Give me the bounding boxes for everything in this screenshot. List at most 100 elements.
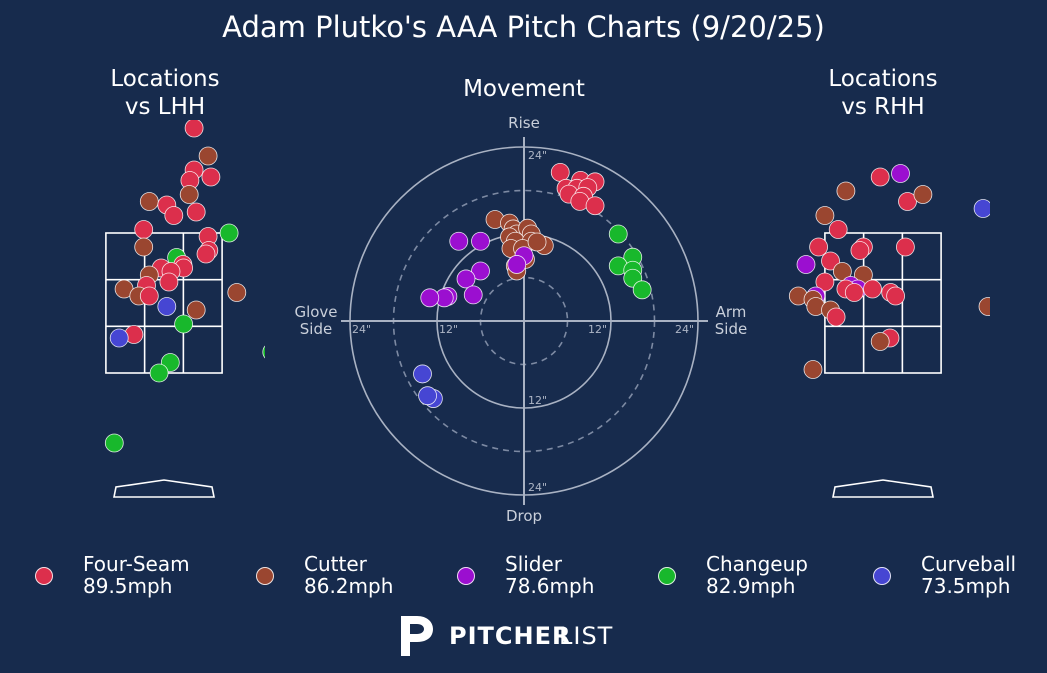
pitch-point-four-seam xyxy=(134,220,154,239)
movement-point-slider xyxy=(456,269,476,289)
pitch-point-cutter xyxy=(836,181,856,201)
pitch-point-curveball xyxy=(109,328,129,348)
movement-ring-label: 24" xyxy=(675,323,694,336)
movement-point-slider xyxy=(420,288,440,308)
movement-ring-label: 24" xyxy=(352,323,371,336)
pitch-point-changeup xyxy=(104,433,124,453)
rise-label: Rise xyxy=(508,114,540,132)
movement-points xyxy=(413,162,652,408)
movement-ring-label: 24" xyxy=(528,481,547,494)
pitch-point-four-seam xyxy=(826,307,846,327)
legend-label-slider: Slider xyxy=(505,552,563,576)
movement-ring-label: 24" xyxy=(528,149,547,162)
movement-point-changeup xyxy=(632,280,652,300)
strike-zone-border xyxy=(824,232,942,374)
movement-point-cutter xyxy=(527,232,547,252)
pitch-point-four-seam xyxy=(850,241,870,260)
pitch-point-four-seam xyxy=(886,286,905,306)
legend-speed-cutter: 86.2mph xyxy=(304,574,394,598)
movement-point-four-seam xyxy=(550,162,570,182)
glove-side-label-1: Glove xyxy=(294,303,337,321)
legend-swatch-curveball xyxy=(873,567,891,585)
strike-zone xyxy=(824,232,942,374)
drop-label: Drop xyxy=(506,507,542,525)
movement-point-slider xyxy=(507,255,527,274)
pitch-point-four-seam xyxy=(870,167,890,187)
arm-side-label-1: Arm xyxy=(716,303,747,321)
arm-side-label-2: Side xyxy=(715,320,747,338)
home-plate xyxy=(113,479,215,498)
pitch-point-changeup xyxy=(174,314,194,334)
lhh-title-line-2: vs LHH xyxy=(124,94,206,120)
pitch-point-four-seam xyxy=(809,237,828,257)
pitch-point-four-seam xyxy=(201,167,221,187)
pitch-point-cutter xyxy=(134,237,154,257)
legend-swatch-slider xyxy=(457,567,475,585)
pitch-point-curveball xyxy=(157,297,177,316)
pitch-point-changeup xyxy=(149,363,169,383)
pitch-point-cutter xyxy=(870,332,890,351)
pitch-point-four-seam xyxy=(159,272,179,292)
pitcherlist-p-icon xyxy=(401,616,433,656)
movement-point-curveball xyxy=(413,364,432,384)
lhh-locations-title: Locations vs LHH xyxy=(85,65,245,121)
home-plate xyxy=(832,479,934,498)
movement-point-changeup xyxy=(608,224,628,244)
pitch-point-four-seam xyxy=(844,283,864,302)
movement-point-slider xyxy=(449,231,469,251)
pitch-point-four-seam xyxy=(186,202,206,222)
rhh-locations-title: Locations vs RHH xyxy=(803,65,963,121)
pitch-point-four-seam xyxy=(896,237,915,257)
legend-swatch-changeup xyxy=(658,567,676,585)
legend-label-curveball: Curveball xyxy=(921,552,1017,576)
pitch-point-slider xyxy=(796,255,816,274)
pitch-point-four-seam xyxy=(821,251,840,271)
movement-panel: Rise Drop Glove Side Arm Side 24" 24" 12" 2… xyxy=(294,114,747,525)
pitch-point-cutter xyxy=(179,185,199,204)
pitch-point-cutter xyxy=(227,283,247,302)
pitch-point-four-seam xyxy=(139,286,159,306)
chart-title: Adam Plutko's AAA Pitch Charts (9/20/25) xyxy=(222,10,825,44)
movement-ring-label: 12" xyxy=(588,323,607,336)
movement-point-curveball xyxy=(418,386,437,406)
movement-point-slider xyxy=(471,231,490,251)
legend-label-changeup: Changeup xyxy=(706,552,808,576)
pitch-point-four-seam xyxy=(898,192,917,211)
pitch-point-cutter xyxy=(803,360,823,379)
brand-text-bold: PITCHER xyxy=(449,622,572,650)
rhh-locations-panel xyxy=(788,164,990,498)
pitch-point-curveball xyxy=(973,199,990,218)
rhh-title-line-2: vs RHH xyxy=(841,94,925,120)
pitch-point-cutter xyxy=(186,300,206,320)
movement-ring-label: 12" xyxy=(528,394,547,407)
legend-swatch-four-seam xyxy=(35,567,53,585)
pitch-point-cutter xyxy=(139,192,159,211)
pitch-point-four-seam xyxy=(828,220,848,239)
pitch-point-cutter xyxy=(913,185,933,204)
pitch-point-changeup xyxy=(219,223,239,243)
pitch-location-points xyxy=(104,120,265,453)
legend-swatch-cutter xyxy=(256,567,274,585)
brand-text-light: LIST xyxy=(559,622,614,650)
legend-speed-curveball: 73.5mph xyxy=(921,574,1011,598)
pitch-location-points xyxy=(788,164,990,379)
pitcherlist-logo: PITCHER LIST xyxy=(395,612,635,660)
glove-side-label-2: Side xyxy=(300,320,332,338)
legend-speed-changeup: 82.9mph xyxy=(706,574,796,598)
lhh-locations-panel xyxy=(104,120,265,498)
pitch-point-four-seam xyxy=(164,206,184,225)
movement-title: Movement xyxy=(463,76,585,102)
legend-label-cutter: Cutter xyxy=(304,552,367,576)
legend-speed-slider: 78.6mph xyxy=(505,574,595,598)
pitch-point-cutter xyxy=(978,297,990,316)
pitch-point-slider xyxy=(891,164,910,183)
lhh-title-line-1: Locations xyxy=(110,66,220,92)
movement-point-four-seam xyxy=(585,196,605,216)
pitch-point-cutter xyxy=(815,206,835,225)
legend: Four-Seam 89.5mph Cutter 86.2mph Slider … xyxy=(0,548,1047,608)
pitch-point-four-seam xyxy=(815,272,835,292)
movement-ring-label: 12" xyxy=(439,323,458,336)
movement-point-slider xyxy=(463,285,483,305)
legend-speed-four-seam: 89.5mph xyxy=(83,574,173,598)
